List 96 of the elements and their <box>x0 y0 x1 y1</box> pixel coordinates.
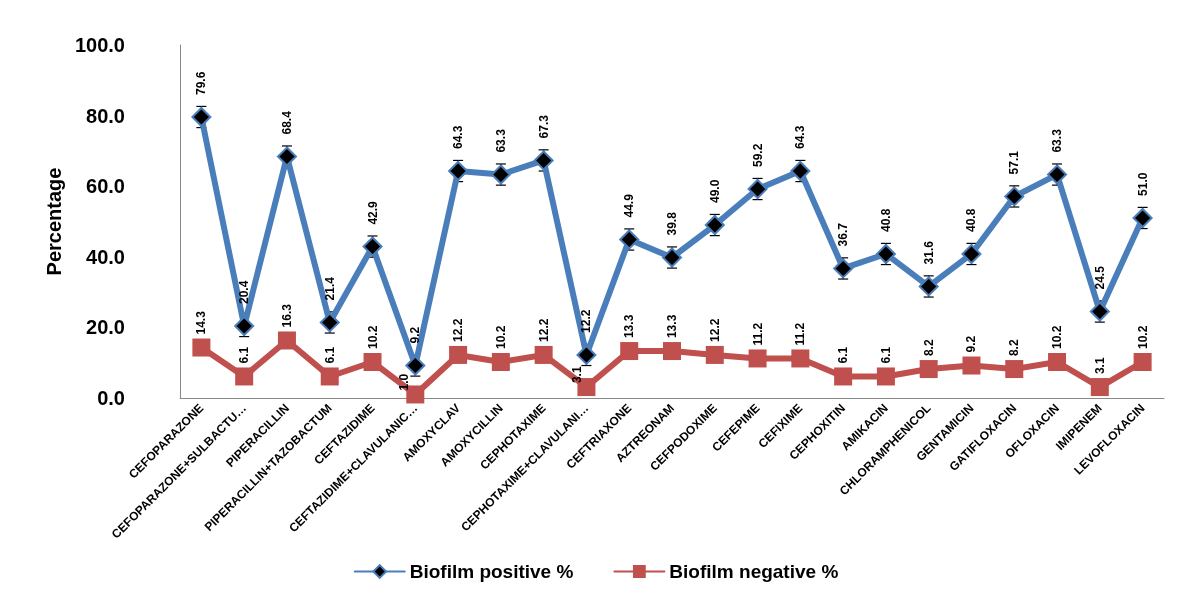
y-tick-label: 80.0 <box>86 104 125 127</box>
point <box>1047 164 1068 185</box>
data-label: 3.1 <box>1092 357 1107 375</box>
data-label: 13.3 <box>665 314 679 339</box>
point <box>748 349 767 368</box>
data-label: 31.6 <box>921 240 936 265</box>
data-label: 57.1 <box>1007 150 1022 175</box>
point <box>192 338 211 357</box>
data-label: 49.0 <box>707 179 722 204</box>
legend-label: Biofilm negative % <box>669 561 839 582</box>
point <box>449 345 468 364</box>
data-label: 42.9 <box>365 200 380 225</box>
point <box>191 107 212 128</box>
data-label: 12.2 <box>451 318 466 342</box>
point <box>619 229 640 250</box>
point <box>1005 360 1024 379</box>
point <box>362 236 383 257</box>
data-label: 64.3 <box>793 125 808 150</box>
point <box>1004 186 1025 207</box>
y-tick-label: 0.0 <box>97 387 125 409</box>
data-label: 10.2 <box>1135 325 1150 349</box>
data-label: 63.3 <box>493 128 508 153</box>
data-label: 64.3 <box>451 125 466 150</box>
y-tick-label: 100.0 <box>74 34 125 56</box>
data-label: 13.3 <box>622 314 637 339</box>
data-label: 79.6 <box>194 71 209 96</box>
point <box>319 312 340 333</box>
data-label: 16.3 <box>279 303 294 328</box>
data-label: 6.1 <box>836 346 851 364</box>
data-label: 12.2 <box>579 309 594 333</box>
y-tick-label: 60.0 <box>86 175 125 198</box>
point <box>791 349 810 368</box>
data-label: 40.8 <box>878 208 893 232</box>
data-label: 12.2 <box>536 318 551 342</box>
data-label: 20.4 <box>237 280 252 304</box>
data-label: 6.1 <box>237 346 252 364</box>
point <box>363 352 382 371</box>
point <box>918 276 939 297</box>
point <box>235 367 254 386</box>
point <box>620 342 639 361</box>
data-label: 24.5 <box>1092 265 1107 290</box>
data-label: 63.3 <box>1050 128 1065 153</box>
point <box>834 367 853 386</box>
data-label: 3.1 <box>570 366 585 384</box>
point <box>875 243 896 264</box>
point <box>490 164 511 185</box>
point <box>533 150 554 171</box>
point <box>1048 352 1067 371</box>
data-label: 11.2 <box>750 322 765 346</box>
data-label: 67.3 <box>536 114 551 139</box>
legend-label: Biofilm positive % <box>409 561 574 582</box>
data-label: 10.2 <box>365 325 380 349</box>
y-tick-label: 40.0 <box>86 245 125 268</box>
data-label: 44.9 <box>622 193 637 218</box>
data-label: 11.2 <box>793 322 808 346</box>
data-label: 59.2 <box>750 143 765 168</box>
data-label: 21.4 <box>322 276 337 301</box>
data-label: 68.4 <box>279 110 294 135</box>
data-label: 10.2 <box>1050 325 1065 349</box>
point <box>234 315 255 336</box>
point <box>876 367 895 386</box>
point <box>962 356 981 375</box>
point <box>406 385 425 404</box>
y-axis-title: Percentage <box>43 167 66 276</box>
point <box>1090 378 1109 397</box>
point <box>1133 352 1152 371</box>
point <box>448 161 469 182</box>
point <box>919 360 938 379</box>
data-label: 51.0 <box>1135 172 1150 196</box>
point <box>705 345 724 364</box>
data-label: 6.1 <box>878 346 893 364</box>
data-label: 6.1 <box>322 346 337 364</box>
point <box>663 342 681 361</box>
point <box>833 258 854 279</box>
data-label: 9.2 <box>964 335 979 353</box>
point <box>320 367 339 386</box>
data-label: 10.2 <box>493 325 508 349</box>
point <box>1132 207 1153 228</box>
data-label: 8.2 <box>921 339 936 357</box>
y-tick-label: 20.0 <box>86 316 125 339</box>
point <box>790 161 811 182</box>
point <box>491 352 510 371</box>
data-label: 40.8 <box>964 208 979 232</box>
data-label: 8.2 <box>1007 339 1022 357</box>
data-label: 9.2 <box>408 326 423 344</box>
data-label: 12.2 <box>707 318 722 342</box>
point <box>405 355 426 376</box>
data-label: 39.8 <box>665 211 679 236</box>
data-label: 1.0 <box>397 373 412 391</box>
data-label: 14.3 <box>194 310 209 335</box>
point <box>704 215 725 236</box>
point <box>1089 301 1110 322</box>
data-label: 36.7 <box>836 222 851 247</box>
point <box>276 146 297 167</box>
point <box>277 331 296 350</box>
point <box>534 345 553 364</box>
